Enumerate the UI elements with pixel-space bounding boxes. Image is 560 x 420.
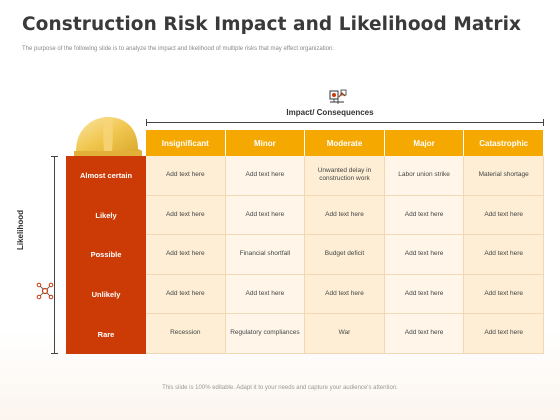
matrix-cell[interactable]: Add text here [146,235,226,275]
matrix-cell[interactable]: Financial shortfall [225,235,306,275]
risk-matrix: Insignificant Minor Moderate Major Catastrop… [146,130,544,354]
impact-axis-line [146,119,544,126]
matrix-cell[interactable]: Recession [146,314,226,354]
matrix-cell[interactable]: Unwanted delay in construction work [305,156,385,196]
column-header-insignificant: Insignificant [146,130,226,156]
row-label-likely: Likely [95,210,117,220]
risk-chart-icon [329,89,347,104]
row-label-panel [66,156,146,354]
column-header-minor: Minor [225,130,306,156]
impact-axis-label: Impact/ Consequences [286,108,374,117]
matrix-cell[interactable]: Add text here [464,195,544,236]
page-subtitle: The purpose of the following slide is to… [22,46,335,52]
column-header-moderate: Moderate [305,130,385,156]
footer-note: This slide is 100% editable. Adapt it to… [162,385,398,391]
row-label-almost-certain: Almost certain [79,171,133,181]
matrix-cell[interactable]: Budget deficit [305,235,385,275]
network-icon [36,282,54,300]
matrix-cell[interactable]: Add text here [384,235,465,275]
likelihood-axis-label: Likelihood [16,210,25,250]
matrix-cell[interactable]: Labor union strike [384,156,465,196]
matrix-cell[interactable]: Add text here [305,274,385,315]
matrix-cell[interactable]: Regulatory compliances [225,314,306,354]
column-header-major: Major [384,130,465,156]
column-header-catastrophic: Catastrophic [464,130,544,156]
page-title: Construction Risk Impact and Likelihood … [22,14,522,35]
row-label-rare: Rare [97,329,115,339]
row-label-unlikely: Unlikely [91,290,121,300]
matrix-cell[interactable]: Add text here [225,156,306,196]
likelihood-axis-line [51,156,58,354]
matrix-cell[interactable]: Add text here [305,195,385,236]
matrix-cell[interactable]: Add text here [225,274,306,315]
matrix-cell[interactable]: Material shortage [464,156,544,196]
row-label-possible: Possible [90,250,122,260]
matrix-cell[interactable]: Add text here [384,274,465,315]
matrix-cell[interactable]: Add text here [225,195,306,236]
matrix-cell[interactable]: War [305,314,385,354]
matrix-cell[interactable]: Add text here [464,314,544,354]
matrix-cell[interactable]: Add text here [146,274,226,315]
matrix-cell[interactable]: Add text here [146,195,226,236]
matrix-cell[interactable]: Add text here [384,195,465,236]
matrix-cell[interactable]: Add text here [464,235,544,275]
matrix-cell[interactable]: Add text here [464,274,544,315]
matrix-cell[interactable]: Add text here [146,156,226,196]
hard-hat-icon [74,117,142,156]
matrix-cell[interactable]: Add text here [384,314,465,354]
